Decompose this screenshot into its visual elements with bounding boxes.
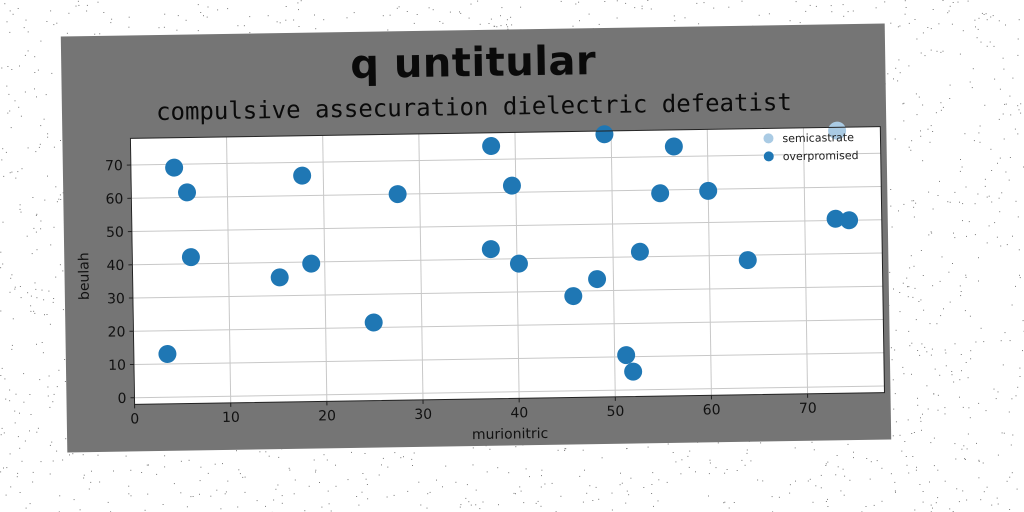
data-point-overpromised bbox=[181, 248, 200, 267]
y-grid-line bbox=[134, 385, 885, 399]
scatter-plot: 0 10 20 30 40 50 60 70 0 10 20 30 40 50 60 70 murionitr… bbox=[76, 121, 885, 443]
legend-marker-semicastrate bbox=[763, 133, 774, 144]
data-point-overpromised bbox=[293, 166, 312, 185]
axis-ticks: 0 10 20 30 40 50 60 70 0 10 20 30 40 50 60 70 bbox=[105, 158, 817, 427]
x-grid-line bbox=[706, 129, 712, 396]
x-tick-label: 40 bbox=[510, 405, 528, 421]
data-point-overpromised bbox=[178, 183, 197, 202]
y-tick-label: 20 bbox=[107, 324, 125, 340]
y-grid-line bbox=[132, 252, 883, 266]
grid-lines bbox=[129, 127, 885, 405]
data-point-overpromised bbox=[699, 181, 718, 200]
data-point-overpromised bbox=[158, 344, 177, 363]
data-point-overpromised bbox=[502, 176, 521, 195]
data-point-overpromised bbox=[564, 287, 583, 306]
data-point-overpromised bbox=[270, 268, 289, 287]
data-point-overpromised bbox=[840, 211, 859, 230]
y-tick-label: 30 bbox=[107, 291, 125, 307]
y-axis-label: beulah bbox=[76, 252, 93, 300]
y-grid-line bbox=[131, 219, 882, 233]
x-grid-line bbox=[802, 127, 809, 394]
plot-area bbox=[130, 126, 885, 405]
x-axis-label: murionitric bbox=[472, 426, 549, 443]
chart-card: q untitular compulsive assecuration diel… bbox=[60, 23, 892, 453]
x-tick-label: 10 bbox=[222, 410, 240, 426]
data-point-overpromised bbox=[651, 184, 670, 203]
x-tick-label: 60 bbox=[703, 402, 721, 418]
x-grid-line bbox=[322, 135, 328, 402]
x-tick-label: 50 bbox=[606, 404, 624, 420]
y-grid-line bbox=[133, 352, 884, 365]
data-point-overpromised bbox=[826, 209, 845, 228]
y-tick-label: 0 bbox=[117, 391, 126, 407]
data-point-overpromised bbox=[509, 254, 528, 273]
data-points bbox=[158, 121, 859, 381]
data-point-overpromised bbox=[482, 137, 501, 156]
y-tick-label: 70 bbox=[105, 158, 123, 174]
legend-label-semicastrate: semicastrate bbox=[782, 131, 854, 145]
data-point-overpromised bbox=[624, 362, 643, 381]
x-tick-label: 30 bbox=[414, 407, 432, 423]
data-point-overpromised bbox=[664, 137, 683, 156]
y-grid-line bbox=[132, 285, 883, 299]
y-grid-line bbox=[133, 318, 884, 332]
data-point-overpromised bbox=[302, 254, 321, 273]
x-grid-line bbox=[610, 130, 616, 397]
y-tick-label: 40 bbox=[106, 258, 124, 274]
data-point-overpromised bbox=[630, 242, 649, 261]
data-point-overpromised bbox=[481, 240, 500, 259]
data-point-overpromised bbox=[165, 158, 184, 177]
data-point-overpromised bbox=[595, 125, 614, 144]
legend-label-overpromised: overpromised bbox=[783, 149, 859, 163]
data-point-overpromised bbox=[617, 346, 636, 365]
x-grid-line bbox=[418, 133, 424, 400]
data-point-overpromised bbox=[738, 251, 757, 270]
y-grid-line bbox=[130, 152, 881, 166]
legend: semicastrate overpromised bbox=[763, 131, 859, 163]
data-point-overpromised bbox=[388, 185, 407, 204]
data-point-overpromised bbox=[364, 313, 383, 332]
plot-frame bbox=[129, 126, 885, 405]
data-point-overpromised bbox=[588, 270, 607, 289]
x-tick-label: 0 bbox=[130, 411, 139, 427]
y-tick-label: 60 bbox=[105, 191, 123, 207]
y-tick-label: 10 bbox=[108, 358, 126, 374]
x-tick-label: 20 bbox=[318, 408, 336, 424]
y-tick-label: 50 bbox=[106, 225, 124, 241]
x-grid-line bbox=[226, 136, 232, 403]
legend-marker-overpromised bbox=[763, 151, 774, 162]
data-point-semicastrate bbox=[828, 121, 847, 140]
x-tick-label: 70 bbox=[799, 401, 817, 417]
